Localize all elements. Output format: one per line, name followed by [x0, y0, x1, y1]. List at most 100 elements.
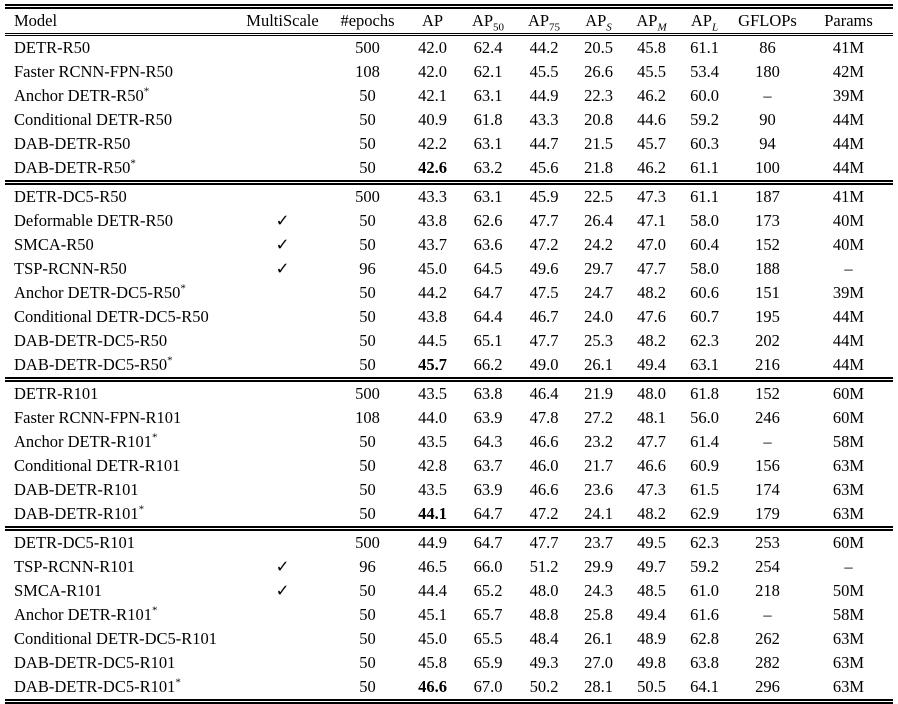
cell-gflops: 246 [755, 408, 780, 427]
cell-ap75: 47.2 [529, 235, 559, 254]
cell-ap: 43.3 [418, 187, 447, 206]
cell-ap: 44.4 [418, 581, 447, 600]
table-row: SMCA-R101 ✓ 50 44.4 65.2 48.0 24.3 48.5 61.0 218 5… [5, 579, 893, 603]
cell-gflops: 90 [759, 110, 776, 129]
cell-ap50: 62.1 [473, 62, 503, 81]
cell-ap50: 63.8 [473, 384, 503, 403]
cell-ap75: 45.6 [529, 158, 559, 177]
cell-ap50: 63.1 [473, 86, 503, 105]
cell-ap: 42.8 [418, 456, 447, 475]
cell-epochs: 50 [359, 629, 376, 648]
cell-ap_s: 22.5 [584, 187, 613, 206]
table-row: DAB-DETR-R50 50 42.2 63.1 44.7 21.5 45.7 60.3 94… [5, 132, 893, 156]
cell-gflops: 262 [755, 629, 780, 648]
cell-ap50: 62.6 [473, 211, 503, 230]
cell-ap50: 63.2 [473, 158, 503, 177]
cell-ap: 44.2 [418, 283, 447, 302]
cell-params: 44M [832, 158, 865, 177]
cell-params: 44M [832, 134, 865, 153]
cell-epochs: 96 [359, 557, 376, 576]
cell-ap_m: 48.2 [637, 504, 666, 523]
cell-ap50: 62.4 [473, 38, 503, 57]
cell-ap75: 47.2 [529, 504, 559, 523]
table-row: Conditional DETR-DC5-R101 50 45.0 65.5 48.4 2… [5, 627, 893, 651]
cell-model: Conditional DETR-R50 [14, 110, 173, 129]
cell-params: 60M [832, 533, 865, 552]
cell-model: DETR-R101 [14, 384, 99, 403]
table-group-2: DETR-DC5-R50 500 43.3 63.1 45.9 22.5 47.3 61.1 1… [5, 182, 893, 380]
table-row: TSP-RCNN-R50 ✓ 96 45.0 64.5 49.6 29.7 47.7 58.0 1… [5, 257, 893, 281]
cell-ap_m: 47.0 [637, 235, 666, 254]
cell-params: 44M [832, 110, 865, 129]
cell-ap75: 47.7 [529, 331, 559, 350]
cell-params: 39M [832, 283, 865, 302]
asterisk-marker: * [138, 503, 145, 516]
cell-ap75: 49.3 [529, 653, 559, 672]
cell-epochs: 50 [359, 432, 376, 451]
cell-ap50: 66.0 [473, 557, 503, 576]
cell-ap: 43.7 [418, 235, 447, 254]
cell-params: 63M [832, 456, 865, 475]
cell-gflops: 188 [755, 259, 780, 278]
cell-gflops: – [763, 86, 772, 105]
cell-ap: 45.0 [418, 259, 447, 278]
cell-ap_s: 23.7 [584, 533, 613, 552]
cell-epochs: 50 [359, 235, 376, 254]
table-row: Conditional DETR-R101 50 42.8 63.7 46.0 21.7 4… [5, 454, 893, 478]
cell-params: 63M [832, 653, 865, 672]
cell-ap_m: 47.3 [637, 187, 666, 206]
cell-multiscale [235, 406, 330, 430]
cell-gflops: 216 [755, 355, 780, 374]
cell-ap50: 66.2 [473, 355, 503, 374]
cell-ap50: 64.7 [473, 533, 503, 552]
cell-ap_s: 23.2 [584, 432, 613, 451]
cell-epochs: 50 [359, 283, 376, 302]
cell-epochs: 50 [359, 653, 376, 672]
cell-ap_m: 48.5 [637, 581, 666, 600]
cell-ap50: 65.2 [473, 581, 503, 600]
cell-ap75: 44.2 [529, 38, 559, 57]
cell-model: Anchor DETR-R101* [14, 431, 158, 451]
cell-ap_s: 26.1 [584, 629, 613, 648]
cell-gflops: 202 [755, 331, 780, 350]
cell-params: 58M [832, 605, 865, 624]
table-row: DETR-R50 500 42.0 62.4 44.2 20.5 45.8 61.1 86 41M [5, 35, 893, 61]
cell-ap75: 47.5 [529, 283, 559, 302]
cell-gflops: 100 [755, 158, 780, 177]
cell-ap: 42.0 [418, 62, 447, 81]
cell-model: DAB-DETR-DC5-R50 [14, 331, 168, 350]
cell-params: 40M [832, 235, 865, 254]
cell-params: 60M [832, 408, 865, 427]
cell-ap_l: 61.0 [690, 581, 719, 600]
col-header-ap: AP [421, 11, 444, 30]
multiscale-checkmark-icon: ✓ [275, 259, 290, 278]
cell-ap_s: 21.8 [584, 158, 613, 177]
cell-multiscale [235, 675, 330, 702]
table-row: DETR-R101 500 43.5 63.8 46.4 21.9 48.0 61.8 152 6… [5, 380, 893, 407]
table-header: Model MultiScale #epochs AP AP50 AP75 APS APM AP… [5, 7, 893, 35]
cell-ap75: 47.7 [529, 211, 559, 230]
col-header-model: Model [14, 11, 58, 30]
cell-ap_l: 61.5 [690, 480, 719, 499]
cell-model: Anchor DETR-DC5-R50* [14, 282, 186, 302]
cell-multiscale [235, 84, 330, 108]
table-row: DAB-DETR-DC5-R50* 50 45.7 66.2 49.0 26.1 49.4 6… [5, 353, 893, 380]
cell-ap: 40.9 [418, 110, 447, 129]
cell-multiscale [235, 132, 330, 156]
asterisk-marker: * [175, 676, 181, 689]
cell-epochs: 500 [355, 38, 380, 57]
cell-ap_s: 28.1 [584, 677, 613, 696]
cell-ap_s: 26.6 [584, 62, 613, 81]
col-header-epochs: #epochs [340, 11, 395, 30]
cell-ap75: 46.7 [529, 307, 559, 326]
cell-ap_l: 63.8 [690, 653, 719, 672]
table-row: DETR-DC5-R50 500 43.3 63.1 45.9 22.5 47.3 61.1 1… [5, 183, 893, 210]
cell-gflops: – [763, 432, 772, 451]
cell-epochs: 50 [359, 480, 376, 499]
cell-model: DAB-DETR-R101* [14, 503, 145, 523]
cell-ap_m: 47.7 [637, 259, 666, 278]
cell-ap_s: 29.9 [584, 557, 613, 576]
table-row: Anchor DETR-DC5-R50* 50 44.2 64.7 47.5 24.7 48… [5, 281, 893, 305]
cell-model: DETR-R50 [14, 38, 91, 57]
asterisk-marker: * [167, 354, 173, 367]
